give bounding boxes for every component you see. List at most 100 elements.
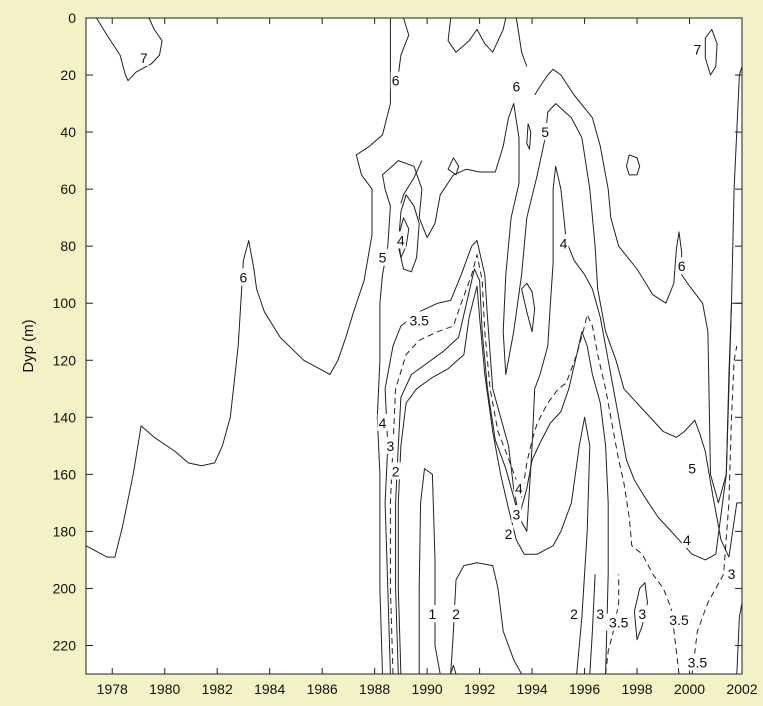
contour-label-halo bbox=[377, 414, 388, 432]
x-tick-label: 1994 bbox=[517, 681, 548, 697]
contour-label-halo bbox=[377, 248, 388, 266]
x-tick-label: 1996 bbox=[569, 681, 600, 697]
contour-label-halo bbox=[450, 605, 461, 623]
contour-lines bbox=[85, 17, 743, 675]
contour-label: 4 bbox=[515, 481, 523, 497]
contour-label: 3 bbox=[512, 506, 520, 522]
contour-label-halo bbox=[138, 48, 149, 66]
contour-line-6 bbox=[85, 18, 391, 558]
x-tick-label: 2002 bbox=[726, 681, 757, 697]
contour-label: 3.5 bbox=[688, 655, 708, 671]
y-tick-label: 20 bbox=[60, 67, 76, 83]
y-tick-label: 60 bbox=[60, 181, 76, 197]
y-tick-label: 40 bbox=[60, 124, 76, 140]
contour-line-3-5 bbox=[389, 254, 680, 675]
contour-label-halo bbox=[385, 436, 396, 454]
contour-label-halo bbox=[605, 613, 632, 631]
contour-line-3-5 bbox=[691, 345, 738, 675]
contour-label-halo bbox=[666, 610, 693, 628]
y-tick-label: 80 bbox=[60, 238, 76, 254]
contour-label-halo bbox=[676, 257, 687, 275]
contour-label: 5 bbox=[379, 250, 387, 266]
contour-label-halo bbox=[726, 565, 737, 583]
contour-label-halo bbox=[406, 311, 433, 329]
contour-line-2 bbox=[589, 574, 596, 675]
contour-label: 7 bbox=[693, 41, 701, 57]
contour-label: 7 bbox=[140, 50, 148, 66]
contour-line-5 bbox=[376, 103, 742, 675]
contour-label: 6 bbox=[678, 258, 686, 274]
contour-line-5 bbox=[526, 123, 532, 150]
contour-label-halo bbox=[390, 71, 401, 89]
contour-label: 4 bbox=[683, 532, 691, 548]
contour-label: 6 bbox=[512, 78, 520, 94]
contour-line-6 bbox=[626, 154, 641, 176]
y-tick-label: 200 bbox=[53, 580, 77, 596]
contour-label-halo bbox=[238, 268, 249, 286]
contour-line-4 bbox=[397, 217, 410, 259]
x-tick-label: 1986 bbox=[307, 681, 338, 697]
axis-ticks: 1978 1980 1982 1984 1986 1988 1990 1992 1994 1996… bbox=[53, 10, 758, 697]
contour-line-1 bbox=[450, 664, 457, 675]
y-tick-label: 100 bbox=[53, 295, 77, 311]
contour-label-halo bbox=[513, 479, 524, 497]
contour-label-halo bbox=[637, 605, 648, 623]
contour-label-halo bbox=[692, 40, 703, 58]
y-tick-label: 120 bbox=[53, 352, 77, 368]
contour-label: 3.5 bbox=[609, 615, 629, 631]
contour-label-halo bbox=[558, 234, 569, 252]
contour-line-6 bbox=[447, 17, 507, 53]
contour-line-6 bbox=[515, 17, 528, 67]
contour-line-6 bbox=[447, 157, 460, 176]
contour-label-halo bbox=[681, 530, 692, 548]
contour-line-7 bbox=[96, 17, 163, 82]
y-tick-label: 160 bbox=[53, 466, 77, 482]
y-tick-label: 0 bbox=[68, 10, 76, 26]
contour-label-halo bbox=[687, 459, 698, 477]
contour-line-4 bbox=[384, 165, 742, 675]
contour-label-halo bbox=[390, 462, 401, 480]
contour-label: 6 bbox=[240, 270, 248, 286]
contour-line-4 bbox=[521, 282, 536, 333]
y-axis-label: Dyp (m) bbox=[20, 319, 37, 372]
y-tick-label: 180 bbox=[53, 523, 77, 539]
y-tick-label: 220 bbox=[53, 637, 77, 653]
contour-label-halo bbox=[395, 231, 406, 249]
contour-line-1 bbox=[418, 468, 441, 675]
contour-label-halo bbox=[511, 77, 522, 95]
contour-label: 3.5 bbox=[410, 312, 430, 328]
contour-line-6 bbox=[400, 160, 423, 204]
contour-line-3-5 bbox=[605, 574, 620, 675]
contour-label: 2 bbox=[452, 606, 460, 622]
contour-line-3 bbox=[395, 268, 609, 675]
x-tick-label: 1992 bbox=[464, 681, 495, 697]
contour-label: 5 bbox=[688, 461, 696, 477]
contour-label: 2 bbox=[392, 463, 400, 479]
x-tick-label: 1978 bbox=[97, 681, 128, 697]
contour-label: 4 bbox=[379, 415, 387, 431]
contour-label-halo bbox=[427, 605, 438, 623]
contour-label-halo bbox=[540, 123, 551, 141]
contour-label: 3 bbox=[386, 438, 394, 454]
contour-label-halo bbox=[595, 605, 606, 623]
contour-label: 3 bbox=[728, 566, 736, 582]
contour-label: 3.5 bbox=[669, 612, 689, 628]
contour-label: 1 bbox=[428, 606, 436, 622]
x-tick-label: 2000 bbox=[674, 681, 705, 697]
contour-label-halo bbox=[684, 653, 711, 671]
contour-line-2 bbox=[397, 285, 591, 675]
contour-label: 4 bbox=[560, 235, 568, 251]
contour-label-halo bbox=[503, 525, 514, 543]
contour-label: 3 bbox=[596, 606, 604, 622]
contour-label: 3 bbox=[638, 606, 646, 622]
contour-label: 2 bbox=[505, 526, 513, 542]
contour-label: 5 bbox=[541, 124, 549, 140]
contour-label: 4 bbox=[397, 232, 405, 248]
contour-line-6 bbox=[397, 17, 410, 76]
contour-label: 2 bbox=[570, 606, 578, 622]
contour-line-7 bbox=[704, 28, 718, 76]
x-tick-label: 1982 bbox=[202, 681, 233, 697]
